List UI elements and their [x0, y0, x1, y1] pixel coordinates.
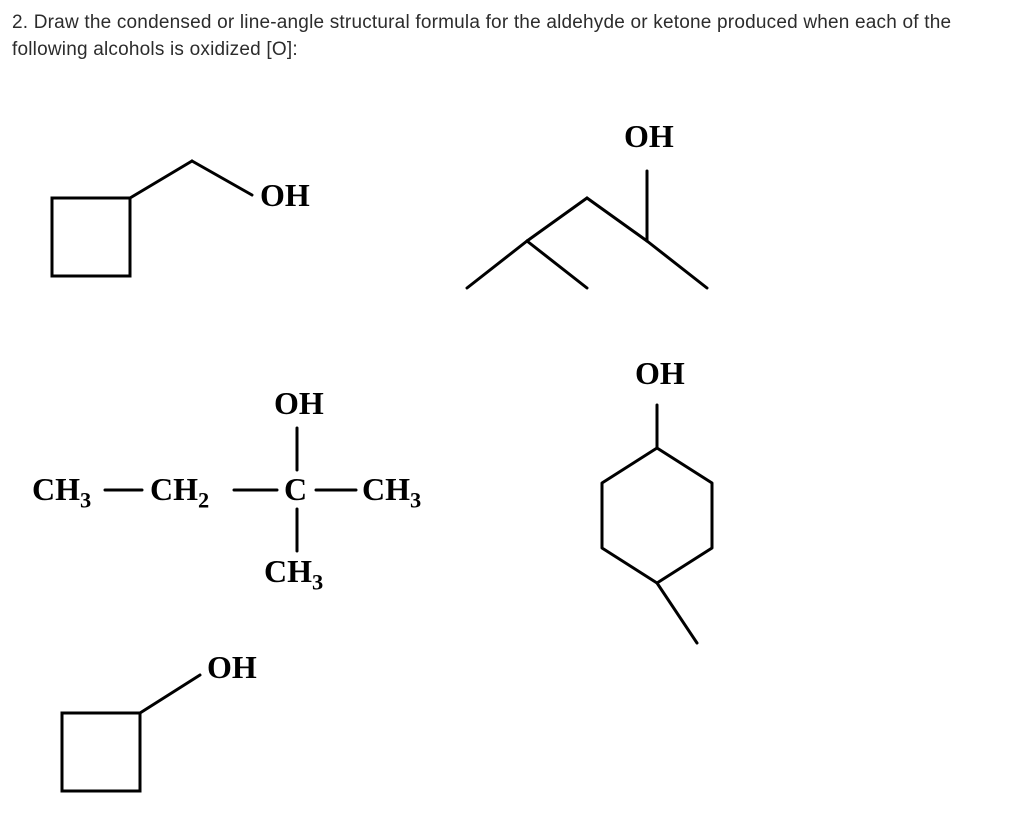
structure-1-oh: OH	[260, 177, 310, 214]
structure-4-svg	[552, 353, 782, 673]
structure-1-svg	[42, 133, 342, 313]
structure-5-oh: OH	[207, 649, 257, 686]
structure-3: OH CH3 CH2 C CH3 CH3	[22, 373, 452, 603]
question-body: Draw the condensed or line-angle structu…	[12, 12, 951, 60]
structure-1: OH	[42, 133, 342, 313]
structures-area: OH OH OH	[12, 103, 1012, 803]
structure-2-oh: OH	[624, 118, 674, 155]
structure-3-ch3-left: CH3	[32, 471, 91, 513]
structure-3-c-center: C	[284, 471, 307, 508]
structure-4-oh: OH	[635, 355, 685, 392]
question-text: 2. Draw the condensed or line-angle stru…	[12, 10, 1012, 63]
structure-3-ch3-bottom: CH3	[264, 553, 323, 595]
structure-2: OH	[452, 113, 752, 308]
structure-2-svg	[452, 113, 752, 308]
structure-4: OH	[552, 353, 782, 673]
structure-5: OH	[52, 643, 282, 813]
structure-3-ch2: CH2	[150, 471, 209, 513]
question-number: 2.	[12, 12, 28, 33]
structure-3-ch3-right: CH3	[362, 471, 421, 513]
